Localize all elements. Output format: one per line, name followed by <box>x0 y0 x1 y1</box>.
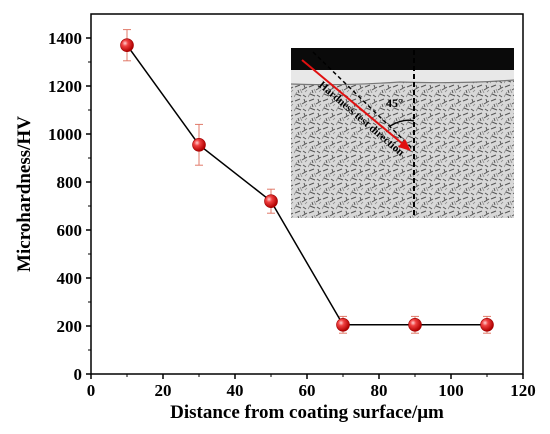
series-line <box>126 44 487 326</box>
x-tick-label: 80 <box>371 381 388 400</box>
inset-dashed-diagonal <box>312 51 415 151</box>
data-point <box>264 194 278 208</box>
data-points <box>120 38 494 332</box>
x-tick-label: 100 <box>438 381 464 400</box>
inset-red-arrow-line <box>301 59 405 146</box>
x-tick-label: 60 <box>299 381 316 400</box>
inset-red-arrowhead <box>398 139 411 151</box>
inset-angle-label: 45° <box>386 96 403 110</box>
inset-coating-edge <box>291 79 514 86</box>
inset-black-top <box>291 48 514 70</box>
series-polyline <box>126 44 487 326</box>
x-tick-label: 40 <box>227 381 244 400</box>
data-point <box>336 317 350 332</box>
y-tick-label: 1200 <box>48 77 82 96</box>
x-tick-label: 20 <box>155 381 172 400</box>
y-tick-labels: 0 200 400 600 800 1000 1200 1400 <box>48 29 82 384</box>
y-tick-label: 0 <box>74 365 83 384</box>
micrograph-inset: 45° Hardness test direction <box>291 48 514 218</box>
axis-ticks <box>86 37 524 379</box>
y-tick-label: 800 <box>57 173 83 192</box>
data-point <box>192 138 206 152</box>
y-axis-label: Microhardness/HV <box>14 116 35 272</box>
y-tick-label: 600 <box>57 221 83 240</box>
inset-coating-layer <box>291 70 514 85</box>
x-tick-labels: 0 20 40 60 80 100 120 <box>87 381 536 400</box>
y-tick-label: 1400 <box>48 29 82 48</box>
y-tick-label: 200 <box>57 317 83 336</box>
inset-angle-arc <box>389 119 415 127</box>
x-axis-label: Distance from coating surface/μm <box>170 402 444 423</box>
x-tick-label: 120 <box>510 381 536 400</box>
data-point <box>480 317 494 332</box>
data-point <box>408 317 422 332</box>
y-tick-label: 400 <box>57 269 83 288</box>
x-tick-label: 0 <box>87 381 96 400</box>
data-point <box>120 38 134 53</box>
y-tick-label: 1000 <box>48 125 82 144</box>
